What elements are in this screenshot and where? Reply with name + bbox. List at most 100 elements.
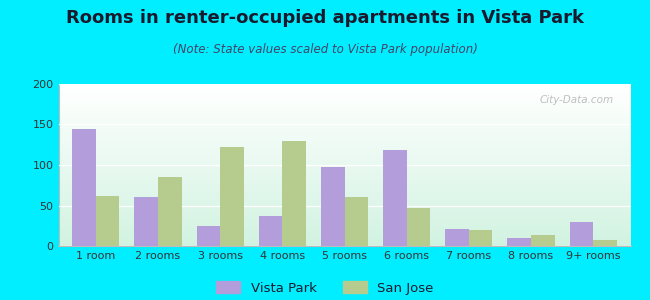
Bar (58, 221, 630, 222)
Bar (58, 106, 630, 107)
Bar (58, 197, 630, 198)
Bar (58, 213, 630, 214)
Bar (58, 119, 630, 120)
Bar (58, 230, 630, 231)
Bar (58, 220, 630, 221)
Bar (58, 160, 630, 161)
Bar (58, 129, 630, 130)
Bar (58, 99, 630, 100)
Bar (58, 228, 630, 229)
Bar (58, 217, 630, 218)
Bar (58, 191, 630, 192)
Bar (58, 155, 630, 156)
Bar (58, 214, 630, 215)
Bar (58, 124, 630, 125)
Bar (58, 226, 630, 227)
Bar (58, 193, 630, 194)
Bar (58, 90, 630, 91)
Bar (58, 238, 630, 239)
Bar (383, 150, 407, 246)
Bar (58, 204, 630, 205)
Bar (58, 149, 630, 150)
Bar (58, 236, 630, 237)
Bar (58, 132, 630, 133)
Bar (58, 103, 630, 104)
Bar (58, 210, 630, 211)
Bar (58, 150, 630, 151)
Bar (58, 96, 630, 97)
Bar (58, 166, 630, 167)
Bar (58, 102, 630, 103)
Bar (58, 98, 630, 99)
Bar (58, 85, 630, 86)
Bar (58, 208, 630, 209)
Bar (58, 180, 630, 181)
Bar (259, 216, 282, 246)
Bar (531, 236, 554, 246)
Bar (58, 231, 630, 232)
Bar (58, 200, 630, 201)
Bar (58, 181, 630, 182)
Bar (58, 107, 630, 108)
Bar (58, 127, 630, 128)
Bar (58, 141, 630, 142)
Text: City-Data.com: City-Data.com (540, 95, 614, 105)
Bar (58, 93, 630, 94)
Bar (58, 104, 630, 105)
Bar (58, 112, 630, 113)
Bar (58, 202, 630, 203)
Bar (58, 128, 630, 129)
Bar (58, 235, 630, 236)
Bar (58, 173, 630, 174)
Bar (58, 187, 630, 188)
Bar (58, 219, 630, 220)
Bar (135, 197, 158, 246)
Bar (58, 159, 630, 160)
Bar (58, 244, 630, 245)
Bar (58, 195, 630, 196)
Bar (58, 185, 630, 186)
Bar (58, 148, 630, 149)
Bar (58, 225, 630, 226)
Bar (58, 240, 630, 241)
Bar (569, 222, 593, 246)
Bar (469, 230, 493, 246)
Bar (58, 184, 630, 185)
Bar (58, 172, 630, 173)
Legend: Vista Park, San Jose: Vista Park, San Jose (211, 276, 439, 300)
Bar (58, 140, 630, 141)
Bar (344, 196, 368, 246)
Bar (58, 101, 630, 102)
Bar (58, 108, 630, 109)
Bar (58, 212, 630, 213)
Bar (58, 86, 630, 87)
Bar (58, 186, 630, 187)
Bar (58, 105, 630, 106)
Bar (58, 157, 630, 158)
Bar (96, 196, 120, 246)
Bar (58, 145, 630, 146)
Bar (58, 156, 630, 157)
Bar (58, 205, 630, 206)
Bar (58, 94, 630, 95)
Bar (58, 164, 630, 165)
Bar (58, 229, 630, 230)
Bar (58, 146, 630, 147)
Bar (282, 141, 306, 246)
Bar (58, 179, 630, 180)
Bar (58, 198, 630, 199)
Bar (58, 137, 630, 138)
Bar (58, 152, 630, 153)
Bar (58, 222, 630, 223)
Bar (58, 189, 630, 190)
Bar (58, 163, 630, 164)
Bar (58, 87, 630, 88)
Bar (58, 215, 630, 216)
Bar (72, 129, 96, 246)
Bar (58, 190, 630, 191)
Bar (58, 115, 630, 116)
Bar (445, 229, 469, 246)
Bar (58, 143, 630, 144)
Bar (58, 175, 630, 176)
Bar (58, 216, 630, 217)
